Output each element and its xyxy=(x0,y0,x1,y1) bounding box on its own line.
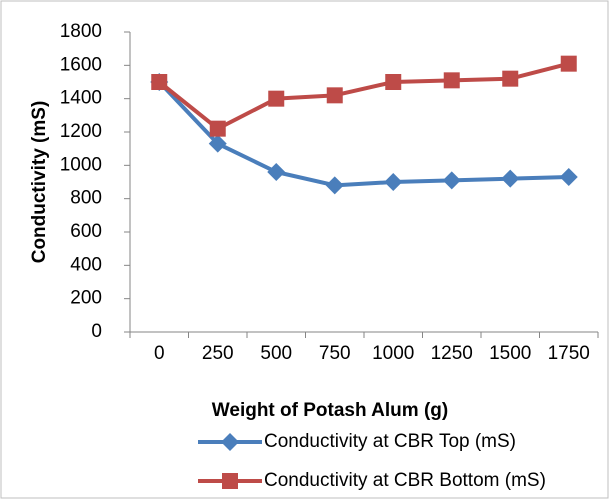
marker xyxy=(325,176,344,195)
x-tick-label: 500 xyxy=(260,343,292,364)
y-tick-label: 400 xyxy=(70,254,102,275)
x-tick-label: 1250 xyxy=(431,343,473,364)
x-tick-label: 1000 xyxy=(372,343,414,364)
y-tick-label: 200 xyxy=(70,288,102,309)
marker xyxy=(268,90,285,107)
x-tick-label: 1500 xyxy=(489,343,531,364)
y-tick-label: 1600 xyxy=(60,54,102,75)
y-tick-label: 0 xyxy=(91,321,102,342)
legend-label: Conductivity at CBR Bottom (mS) xyxy=(264,470,546,491)
y-tick-label: 1000 xyxy=(60,154,102,175)
y-tick-label: 1800 xyxy=(60,21,102,42)
y-tick-label: 800 xyxy=(70,188,102,209)
marker xyxy=(443,72,460,89)
marker xyxy=(209,120,226,137)
marker xyxy=(559,168,578,186)
marker xyxy=(222,473,238,489)
marker xyxy=(442,171,461,190)
x-tick-label: 750 xyxy=(319,343,351,364)
x-tick-label: 1750 xyxy=(548,343,590,364)
y-tick-label: 1400 xyxy=(60,88,102,109)
series-line xyxy=(157,80,569,188)
x-tick-label: 0 xyxy=(154,343,165,364)
series-line xyxy=(158,61,570,131)
marker xyxy=(502,70,519,87)
marker xyxy=(221,433,239,451)
marker xyxy=(385,74,402,90)
marker xyxy=(560,55,577,72)
marker xyxy=(151,74,168,90)
y-axis-label: Conductivity (mS) xyxy=(29,101,50,264)
x-axis-label: Weight of Potash Alum (g) xyxy=(212,400,448,421)
y-tick-label: 600 xyxy=(70,221,102,242)
marker xyxy=(208,134,227,153)
marker xyxy=(326,87,343,104)
x-tick-label: 250 xyxy=(202,343,234,364)
marker xyxy=(267,163,286,181)
marker xyxy=(384,173,403,191)
legend-label: Conductivity at CBR Top (mS) xyxy=(264,431,516,452)
y-tick-label: 1200 xyxy=(60,121,102,142)
marker xyxy=(501,169,520,188)
